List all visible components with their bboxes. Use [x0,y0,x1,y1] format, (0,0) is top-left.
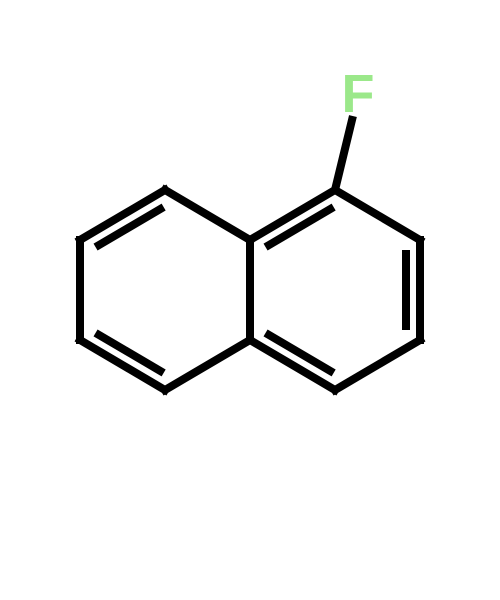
bond-line [165,190,250,240]
bond-line [165,340,250,390]
bond-line [335,120,352,190]
bond-line [335,190,420,240]
atom-label-f: F [342,63,375,125]
molecule-canvas [0,0,500,600]
bonds-group [80,120,420,390]
bond-line [335,340,420,390]
